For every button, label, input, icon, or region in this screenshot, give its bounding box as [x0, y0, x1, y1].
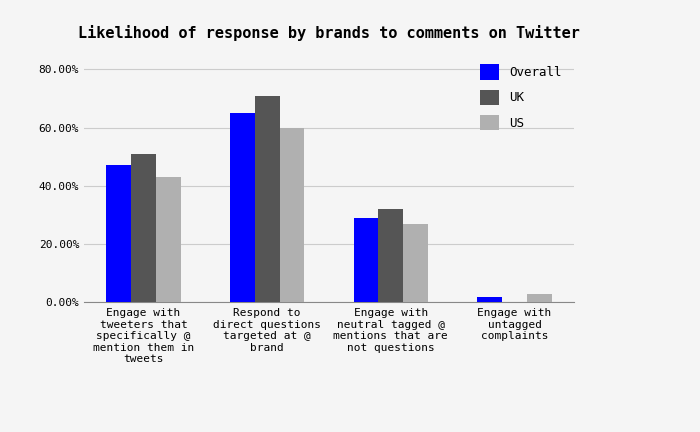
Bar — [354, 218, 379, 302]
Bar — [403, 224, 428, 302]
Bar — [131, 154, 156, 302]
Bar — [106, 165, 131, 302]
Bar — [527, 294, 552, 302]
Bar — [255, 95, 279, 302]
Legend: Overall, UK, US: Overall, UK, US — [474, 58, 568, 137]
Title: Likelihood of response by brands to comments on Twitter: Likelihood of response by brands to comm… — [78, 25, 580, 41]
Bar — [279, 127, 304, 302]
Bar — [477, 297, 502, 302]
Bar — [379, 209, 403, 302]
Bar — [230, 113, 255, 302]
Bar — [156, 177, 181, 302]
